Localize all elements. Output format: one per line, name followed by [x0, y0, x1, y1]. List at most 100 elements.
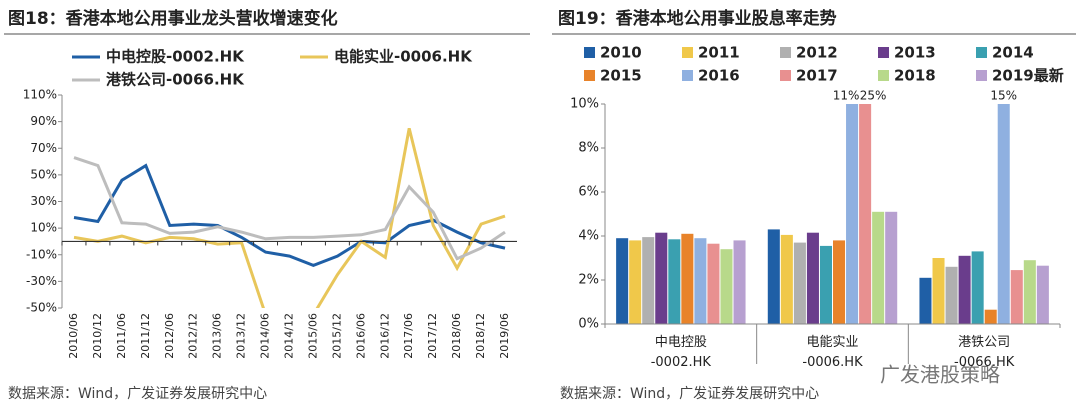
legend-swatch — [682, 47, 693, 58]
data-label: 11% — [833, 89, 860, 103]
bar — [767, 229, 780, 324]
bar — [655, 232, 668, 324]
x-tick-label: 2015/06 — [306, 313, 319, 359]
bar — [720, 249, 733, 324]
legend-label: 电能实业-0006.HK — [334, 48, 473, 66]
bar — [846, 104, 859, 324]
x-tick-label: 电能实业-0006.HK — [802, 335, 863, 370]
legend-label: 2010 — [600, 44, 642, 62]
bar — [806, 232, 819, 324]
legend-label: 2013 — [894, 44, 936, 62]
bar — [1036, 265, 1049, 324]
legend-swatch — [584, 47, 595, 58]
legend-label: 2014 — [992, 44, 1034, 62]
legend-swatch — [976, 70, 987, 81]
legend-label: 中电控股-0002.HK — [106, 48, 245, 66]
legend-label: 2012 — [796, 44, 838, 62]
y-tick-label: 70% — [30, 141, 57, 155]
bar — [780, 234, 793, 324]
chart-title: 图18：香港本地公用事业龙头营收增速变化 — [8, 8, 338, 29]
bar — [919, 277, 932, 324]
bar — [872, 211, 885, 324]
x-tick-label: 2017/12 — [426, 313, 439, 359]
bar — [642, 237, 655, 324]
y-tick-label: 2% — [578, 273, 599, 288]
x-tick-label: 2014/12 — [283, 313, 296, 359]
data-label: 15% — [990, 89, 1017, 103]
bar — [1023, 260, 1036, 324]
legend-label: 2017 — [796, 67, 838, 85]
bar — [707, 243, 720, 324]
legend-label: 2011 — [698, 44, 740, 62]
chart-title: 图19：香港本地公用事业股息率走势 — [558, 8, 837, 29]
bar — [859, 104, 872, 324]
x-tick-label: 2012/12 — [187, 313, 200, 359]
x-tick-label: 2015/12 — [330, 313, 343, 359]
x-tick-label: 2017/06 — [402, 313, 415, 359]
x-tick-label: 2011/12 — [139, 313, 152, 359]
bar — [958, 255, 971, 324]
x-tick-label: 2011/06 — [115, 313, 128, 359]
y-tick-label: -50% — [26, 301, 57, 315]
y-tick-label: 6% — [578, 185, 599, 200]
bar — [629, 240, 642, 324]
x-tick-label: 2013/06 — [211, 313, 224, 359]
x-tick-label: 2014/06 — [259, 313, 272, 359]
x-tick-label: 2018/12 — [474, 313, 487, 359]
legend-label: 2019最新 — [992, 67, 1064, 85]
x-tick-label: 中电控股-0002.HK — [651, 335, 712, 370]
y-tick-label: -30% — [26, 274, 57, 288]
bar — [1010, 270, 1023, 324]
x-tick-label: 2018/06 — [450, 313, 463, 359]
bar — [681, 233, 694, 324]
x-tick-label: 2012/06 — [163, 313, 176, 359]
bar — [668, 239, 681, 324]
x-tick-label: 2016/12 — [378, 313, 391, 359]
x-tick-label: 港铁公司-0066.HK — [954, 335, 1015, 370]
bar — [833, 240, 846, 324]
bar — [971, 251, 984, 324]
y-tick-label: 10% — [570, 97, 599, 112]
legend-swatch — [976, 47, 987, 58]
y-tick-label: 4% — [578, 229, 599, 244]
x-tick-label: 2016/06 — [354, 313, 367, 359]
bar — [694, 238, 707, 324]
data-label: 25% — [860, 89, 887, 103]
bar — [733, 240, 746, 324]
legend-swatch — [780, 70, 791, 81]
legend-swatch — [682, 70, 693, 81]
bar — [616, 238, 629, 324]
legend-label: 2018 — [894, 67, 936, 85]
legend-swatch — [878, 70, 889, 81]
y-tick-label: 10% — [30, 221, 57, 235]
y-tick-label: 110% — [23, 88, 57, 102]
x-tick-label: 2013/12 — [235, 313, 248, 359]
y-tick-label: 8% — [578, 141, 599, 156]
series-line — [73, 156, 506, 261]
watermark: 广发港股策略 — [880, 363, 1000, 387]
y-tick-label: 30% — [30, 194, 57, 208]
source-note: 数据来源：Wind，广发证券发展研究中心 — [8, 386, 267, 402]
legend-label: 港铁公司-0066.HK — [106, 71, 245, 89]
y-tick-label: 50% — [30, 167, 57, 181]
bar — [932, 258, 945, 324]
x-tick-label: 2019/06 — [498, 313, 511, 359]
series-line — [73, 163, 506, 268]
y-tick-label: -10% — [26, 247, 57, 261]
bar — [819, 245, 832, 324]
legend-label: 2016 — [698, 67, 740, 85]
bar — [885, 211, 898, 324]
series-line — [73, 127, 506, 308]
bar — [793, 242, 806, 324]
legend-label: 2015 — [600, 67, 642, 85]
legend-swatch — [584, 70, 595, 81]
x-tick-label: 2010/12 — [91, 313, 104, 359]
legend-swatch — [780, 47, 791, 58]
bar — [984, 309, 997, 324]
bar — [997, 104, 1010, 324]
bar — [945, 266, 958, 324]
y-tick-label: 0% — [578, 317, 599, 332]
y-tick-label: 90% — [30, 114, 57, 128]
x-tick-label: 2010/06 — [67, 313, 80, 359]
